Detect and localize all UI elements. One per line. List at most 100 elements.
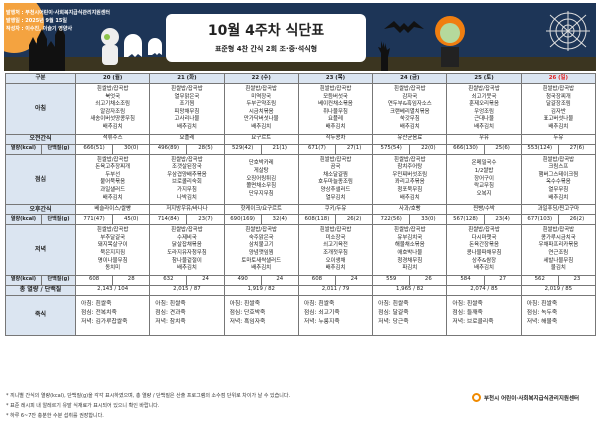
dinner-cell: 흰쌀밥/잡곡밥 콩가루시금치국 우채파프리카볶음 연근조림 세발나물무침 물김치 (520, 224, 597, 276)
haunted-castle-icon (29, 25, 65, 71)
dish-item: 연두부&흑임자소스 (387, 101, 432, 108)
dish-item: 락교무침 (474, 183, 494, 190)
protein-value: 24 (260, 274, 299, 286)
protein-value: 23(7) (186, 214, 225, 226)
dish-item: 유부김치국 (397, 234, 423, 241)
snack-cell: 과일푸딩/찐고구마 (520, 204, 597, 216)
dish-item: 명이나물무침 (97, 257, 128, 264)
day-header: 23 (목) (297, 73, 374, 84)
dish-item: 배추김치 (102, 194, 123, 201)
porridge-label: 죽식 (4, 294, 77, 336)
total-row: 총 열량 / 단백질 2,143 / 104 2,015 / 87 1,919 / 8… (4, 284, 597, 296)
porridge-item: 아침: 흰쌀죽 (526, 300, 558, 307)
dinner-cell: 흰쌀밥/잡곡밥 수제비국 닭살잡채볶음 도라지유자청무침 참나물겉절이 배추김치 (149, 224, 225, 276)
bat-icon (384, 21, 424, 33)
day-header: 24 (금) (372, 73, 448, 84)
lunch-cell: 흰쌀밥/잡곡밥 조갯살된장국 우삼겹양배추볶음 브로콜리숙회 가지무침 나박김치 (149, 153, 225, 206)
dish-item: 파김치 (402, 265, 418, 272)
dish-item: 배추김치 (325, 265, 346, 272)
dish-item: 물김치 (550, 265, 566, 272)
porridge-item: 저녁: 참치죽 (155, 318, 186, 325)
dish-item: 쇠고기채소조림 (95, 101, 131, 108)
lunch-cell: 단호박카레 게살탕 오징어링튀김 쫄면채소무침 단무지무침 (223, 153, 299, 206)
dish-item: 참나물겉절이 (172, 257, 202, 264)
porridge-item: 아침: 흰쌀죽 (452, 300, 483, 307)
snack-cell: 작두콩차 (297, 133, 374, 145)
dish-item: 배추김치 (474, 265, 494, 272)
footnote: * 표준 레시피 내 알레르기 유발 식재료가 표시되어 있으니 확인 바랍니다… (6, 403, 160, 409)
dish-item: 베이컨채소볶음 (318, 101, 353, 108)
dish-item: 숙주맑은국 (248, 234, 274, 241)
dish-item: 배추김치 (251, 123, 272, 130)
dish-item: 표고버섯나물 (543, 116, 574, 123)
dish-item: 근대나물 (474, 116, 494, 123)
dish-item: 미역장국 (251, 93, 272, 100)
dish-item: 두부선 (105, 171, 121, 178)
protein-label: 단백질(g) (40, 274, 77, 286)
kcal-value: 496(89) (149, 143, 188, 155)
porridge-cell: 아침: 흰쌀죽 점심: 들깨죽 저녁: 브로콜리죽 (446, 294, 522, 336)
lunch-cell: 흰쌀밥/잡곡밥 돈육고추장찌개 두부선 불어묵볶음 과일샐러드 배추김치 (75, 153, 151, 206)
lunch-cell: 흰쌀밥/잡곡밥 참치주어탕 우민찌버섯조림 꽈리고추볶음 청포묵무침 배추김치 (372, 153, 448, 206)
snack-cell: 사과/호빵 (372, 204, 448, 216)
total-label: 총 열량 / 단백질 (4, 284, 77, 296)
snack-cell: 두유 (520, 133, 597, 145)
snack-cell: 핫케이크/요구르트 (223, 204, 299, 216)
protein-value: 45(0) (112, 214, 151, 226)
dish-item: 청포묵무침 (397, 186, 423, 193)
dish-item: 조개젓무침 (323, 249, 348, 256)
dish-item: 채소달걀찜 (323, 171, 348, 178)
dish-item: 장어구이 (474, 175, 494, 182)
porridge-item: 저녁: 흑임자죽 (229, 318, 266, 325)
snack-cell: 1,919 / 82 (223, 284, 299, 296)
porridge-cell: 아침: 흰쌀죽 점심: 쇠고기죽 저녁: 누룽지죽 (297, 294, 374, 336)
kcal-value: 677(103) (520, 214, 559, 226)
protein-value: 22(0) (409, 143, 448, 155)
author: 작성자 : 이수진, 이슬기 영양사 (6, 26, 73, 32)
kcal-value: 584 (446, 274, 485, 286)
dish-item: 배추김치 (251, 265, 272, 272)
porridge-item: 점심: 들깨죽 (452, 309, 483, 316)
lunch-label: 점심 (4, 153, 77, 206)
lunch-cell: 온메밀국수 1/2쌀밥 장어구이 락교무침 오복지 (446, 153, 522, 206)
dish-item: 흰쌀밥/잡곡밥 (468, 86, 500, 92)
snack-cell: 2,143 / 104 (75, 284, 151, 296)
dish-item: 흰쌀밥/잡곡밥 (319, 227, 352, 234)
dish-item: 흰쌀밥/잡곡밥 (542, 227, 575, 234)
dish-item: 돼지목살구이 (97, 242, 128, 249)
dish-item: 우엉조림 (474, 108, 494, 115)
day-header-row: 구분 20 (월) 21 (화) 22 (수) 23 (목) 24 (금) 25 (토) 26… (4, 73, 597, 84)
porridge-item: 저녁: 김가루찹쌀죽 (81, 318, 128, 325)
kcal-value: 714(84) (149, 214, 188, 226)
header-banner: 발행처 : 부천시어린이·사회복지급식관리지원센터 발행일 : 2025년 9월… (4, 3, 596, 71)
dish-item: 콩가루시금치국 (540, 234, 576, 241)
dish-item: 새송이버섯땅콩무침 (90, 116, 135, 123)
kcal-value: 567(128) (446, 214, 485, 226)
snack-cell: 1,965 / 82 (372, 284, 448, 296)
kcal-value: 559 (372, 274, 411, 286)
dish-item: 애호박나물 (397, 249, 423, 256)
dish-item: 꽈리고추볶음 (394, 179, 425, 186)
porridge-cell: 아침: 흰쌀죽 점심: 녹두죽 저녁: 해물죽 (520, 294, 597, 336)
porridge-item: 아침: 흰쌀죽 (303, 300, 335, 307)
dish-item: 흰쌀밥/잡곡밥 (96, 156, 129, 163)
dish-item: 토마토새싹샐러드 (241, 257, 282, 264)
dish-item: 두부곤약조림 (246, 101, 277, 108)
snack-cell: 2,011 / 79 (297, 284, 374, 296)
breakfast-row: 아침 흰쌀밥/잡곡밥 북엇국 쇠고기채소조림 알감자조림 새송이버섯땅콩무침 배추김치 흰쌀밥… (4, 83, 597, 135)
lunch-cell: 흰쌀밥/잡곡밥 크림스프 햄버그스테이크찜 옥수수볶음 열무무침 배추김치 (520, 153, 597, 206)
dish-item: 우삼겹양배추볶음 (167, 171, 207, 178)
dish-item: 쫄면채소무침 (246, 183, 277, 190)
center-logo: 부천시 어린이·사회복지급식관리지원센터 (472, 393, 579, 402)
dish-item: 크림스프 (548, 164, 569, 171)
porridge-item: 점심: 전복치죽 (81, 309, 117, 316)
protein-label: 단백질(g) (40, 214, 77, 226)
nutrition-row: 열량(kcal) 단백질(g) 771(47) 45(0) 714(84) 23(7) 69… (5, 214, 597, 226)
breakfast-cell: 흰쌀밥/잡곡밥 쇠고기뭇국 훈제오리볶음 우엉조림 근대나물 배추김치 (446, 83, 522, 135)
title-box: 10월 4주차 식단표 표준형 4찬 간식 2회 조·중·석식형 (166, 14, 366, 62)
smile-logo-icon (472, 393, 481, 402)
porridge-item: 아침: 흰쌀죽 (229, 300, 261, 307)
protein-value: 32(4) (260, 214, 299, 226)
dish-item: 브로콜리숙회 (172, 179, 202, 186)
dish-item: 쇠고기육전 (323, 242, 348, 249)
